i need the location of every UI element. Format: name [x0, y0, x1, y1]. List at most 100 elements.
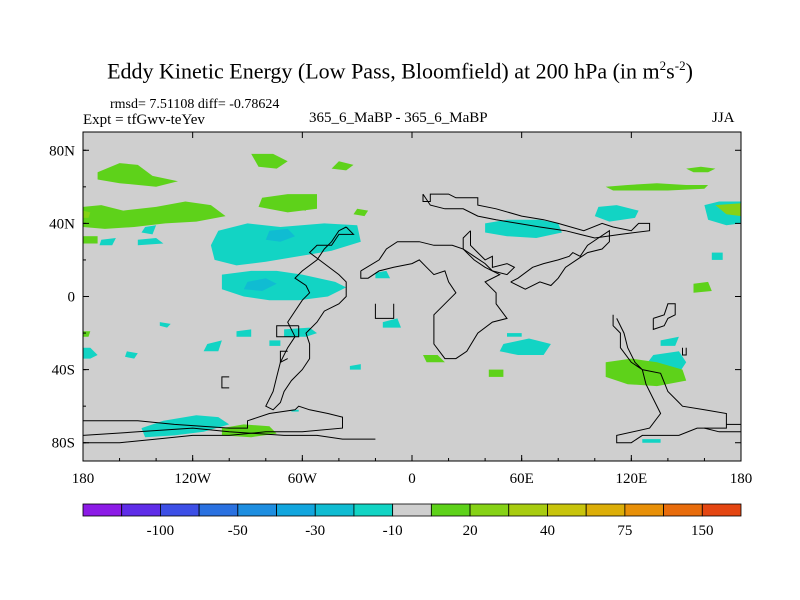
anomaly-region — [159, 322, 171, 328]
subtitle: 365_6_MaBP - 365_6_MaBP — [309, 110, 488, 126]
anomaly-region — [243, 278, 277, 291]
anomaly-region — [660, 336, 679, 346]
anomaly-region — [642, 439, 661, 443]
coastline — [83, 405, 343, 444]
colorbar-label: -10 — [383, 523, 403, 539]
anomaly-region — [605, 183, 709, 191]
coastline — [704, 427, 741, 433]
anomaly-region — [349, 364, 361, 370]
anomaly-region — [99, 238, 116, 246]
colorbar-box — [160, 503, 200, 517]
coastline — [279, 350, 288, 364]
colorbar-box — [276, 503, 316, 517]
anomaly-region — [605, 358, 687, 387]
anomaly-region — [488, 369, 504, 377]
colorbar-box — [469, 503, 510, 517]
colorbar-box — [314, 503, 355, 517]
anomaly-region — [715, 203, 741, 217]
x-tick-label: 180 — [730, 471, 753, 487]
colorbar-box — [237, 503, 277, 517]
title-unit-s: s — [666, 58, 675, 84]
coastline — [422, 193, 651, 239]
coastline — [682, 347, 687, 356]
coastline — [83, 427, 376, 440]
anomaly-region — [251, 153, 288, 169]
colorbar-label: -50 — [228, 523, 248, 539]
title-exponent-1: 2 — [659, 58, 667, 73]
coastline — [265, 226, 355, 411]
anomaly-region — [499, 338, 551, 355]
colorbar-box — [353, 503, 394, 517]
experiment-label: Expt = tfGwv-teYev — [83, 112, 205, 128]
y-tick-label: 80N — [49, 143, 75, 159]
title-end: ) — [685, 58, 693, 84]
anomaly-region — [221, 270, 347, 301]
anomaly-region — [83, 210, 91, 218]
plot-area: 180 120W 60W 0 60E 120E 180 80N 40N 0 40S 80S — [49, 131, 753, 487]
anomaly-region — [83, 347, 98, 359]
colorbar-label: 75 — [617, 523, 632, 539]
coastline — [510, 229, 610, 290]
colorbar-label: 150 — [691, 523, 714, 539]
coastline — [276, 325, 300, 338]
title-exponent-2: -2 — [674, 58, 686, 73]
anomaly-region — [269, 340, 281, 346]
colorbar-box — [624, 503, 664, 517]
colorbar-box — [663, 503, 703, 517]
colorbar-label: -100 — [147, 523, 175, 539]
anomaly-region — [236, 329, 252, 337]
y-tick-label: 40N — [49, 216, 75, 232]
x-tick-label: 120W — [174, 471, 212, 487]
colorbar-box — [392, 503, 432, 517]
anomaly-region — [485, 219, 562, 238]
anomaly-region — [331, 161, 354, 171]
coastline — [612, 314, 727, 444]
coastline — [374, 303, 395, 319]
y-tick-label: 80S — [52, 436, 75, 452]
coastline — [360, 241, 508, 360]
anomaly-region — [265, 228, 295, 242]
anomaly-region — [203, 340, 222, 352]
anomaly-region — [594, 205, 639, 222]
anomaly-region — [686, 166, 716, 173]
anomaly-region — [137, 238, 164, 246]
x-tick-label: 60W — [288, 471, 318, 487]
anomaly-region — [507, 333, 522, 337]
coastline — [652, 303, 676, 331]
anomaly-region — [423, 355, 445, 363]
colorbar-label: 20 — [463, 523, 478, 539]
coastline — [221, 376, 230, 389]
anomaly-region — [83, 236, 98, 244]
anomaly-region — [97, 163, 178, 187]
colorbar: -100 -50 -30 -10 20 40 75 150 — [82, 503, 742, 539]
y-tick-label: 0 — [68, 290, 76, 306]
anomaly-region — [375, 270, 391, 279]
colorbar-box — [430, 503, 471, 517]
colorbar-box — [82, 503, 123, 517]
colorbar-box — [121, 503, 161, 517]
x-tick-label: 120E — [615, 471, 647, 487]
colorbar-box — [198, 503, 239, 517]
colorbar-label: 40 — [540, 523, 555, 539]
anomaly-region — [125, 351, 138, 359]
colorbar-box — [508, 503, 548, 517]
coastline — [462, 230, 516, 276]
anomaly-region — [83, 201, 226, 229]
title-main: Eddy Kinetic Energy (Low Pass, Bloomfiel… — [107, 58, 660, 84]
x-tick-label: 0 — [408, 471, 416, 487]
colorbar-box — [547, 503, 587, 517]
anomaly-region — [711, 252, 723, 260]
colorbar-box — [585, 503, 626, 517]
anomaly-region — [693, 281, 712, 293]
anomaly-region — [353, 208, 369, 217]
colorbar-box — [701, 503, 742, 517]
chart-title: Eddy Kinetic Energy (Low Pass, Bloomfiel… — [0, 58, 800, 84]
season-label: JJA — [712, 110, 735, 126]
colorbar-label: -30 — [305, 523, 325, 539]
anomaly-region — [141, 225, 157, 235]
x-tick-label: 180 — [72, 471, 95, 487]
map-background — [83, 132, 741, 461]
anomaly-region — [258, 194, 317, 213]
anomaly-region — [382, 318, 401, 328]
